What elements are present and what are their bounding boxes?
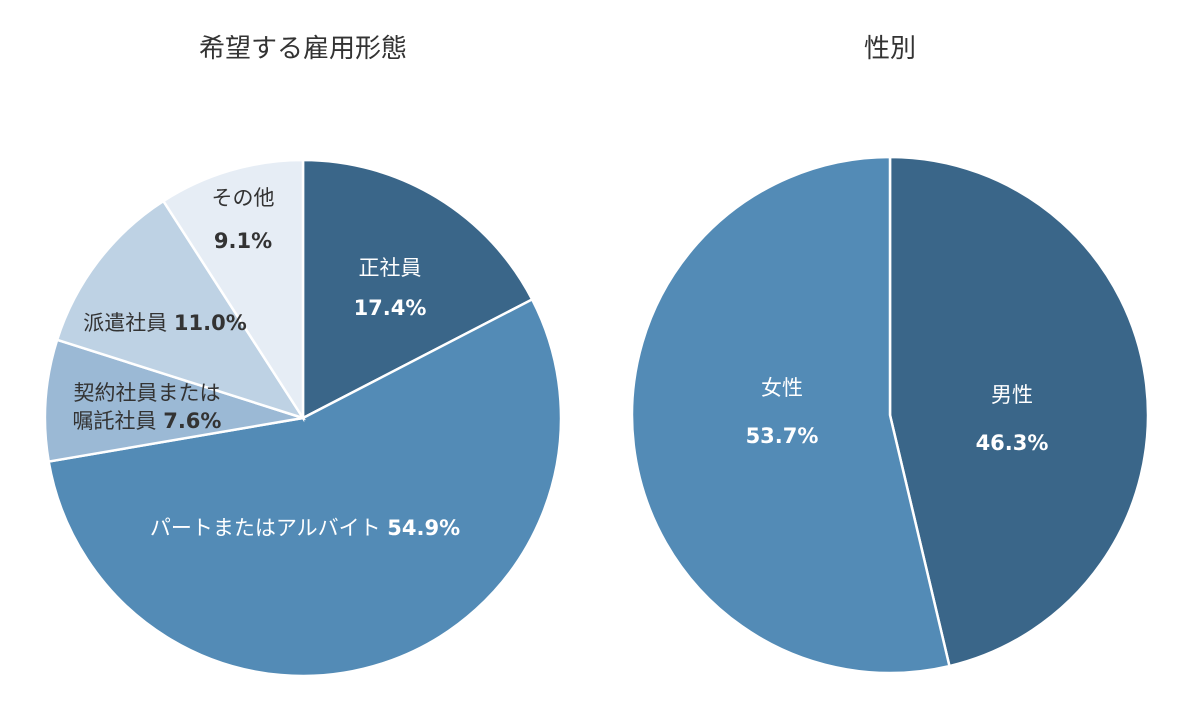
slice-label: その他	[212, 186, 275, 210]
slice-label: 契約社員または	[74, 381, 221, 405]
pie-slice	[888, 155, 1150, 668]
slice-label: パートまたはアルバイト 54.9%	[150, 516, 460, 540]
slice-value-label: 46.3%	[976, 431, 1049, 455]
chart-title-employment: 希望する雇用形態	[198, 34, 407, 64]
slice-label: 派遣社員 11.0%	[83, 311, 247, 335]
slice-label: 正社員	[359, 256, 422, 280]
chart-title-gender: 性別	[863, 34, 916, 64]
pie-slice	[43, 338, 304, 464]
slice-value-label: 17.4%	[354, 296, 427, 320]
slice-value-label: 53.7%	[746, 424, 819, 448]
pie-slice	[301, 158, 534, 421]
pie-slice	[630, 155, 951, 675]
pie-slice	[47, 297, 563, 678]
slice-value-label: 9.1%	[214, 229, 272, 253]
pie-slice	[161, 158, 305, 423]
pie-slice	[55, 199, 306, 421]
slice-label: 嘱託社員 7.6%	[73, 409, 222, 433]
slice-label: 女性	[761, 376, 803, 400]
slice-label: 男性	[991, 383, 1033, 407]
